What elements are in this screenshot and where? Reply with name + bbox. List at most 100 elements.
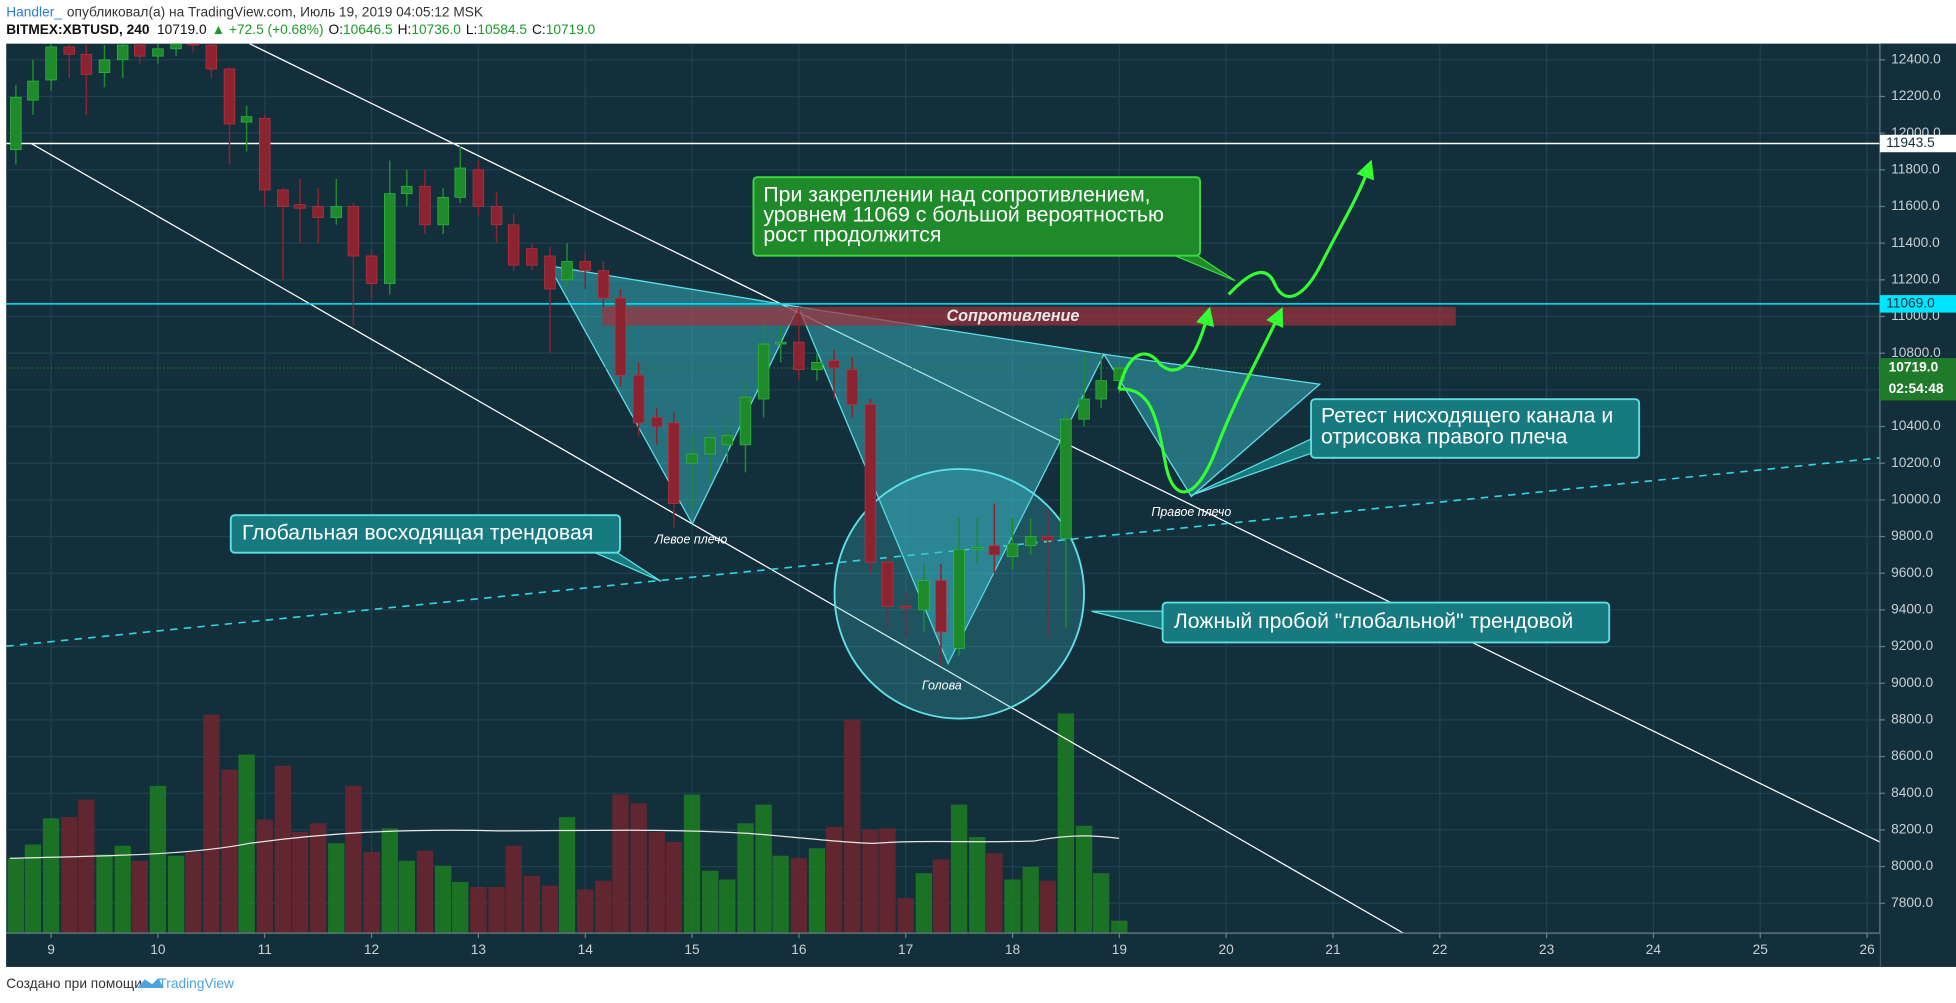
volume-bar xyxy=(969,837,986,934)
candle-body xyxy=(401,185,413,195)
y-tick-label: 9400.0 xyxy=(1891,602,1933,617)
symbol: BITMEX:XBTUSD, 240 xyxy=(6,22,150,37)
y-tick-label: 11400.0 xyxy=(1891,235,1940,250)
x-tick-label: 10 xyxy=(150,942,166,957)
candle-body xyxy=(454,167,466,198)
callout xyxy=(229,514,621,554)
annotations: Сопротивление Левое плечо Голова Правое … xyxy=(229,159,1641,692)
last-price-box xyxy=(1879,358,1956,401)
volume-bar xyxy=(808,848,826,934)
callout xyxy=(1161,601,1611,644)
volume-bar xyxy=(381,828,398,934)
volume-bar xyxy=(256,819,273,934)
y-tick-label: 9200.0 xyxy=(1891,638,1933,653)
volume-bar xyxy=(7,858,25,934)
zone-label: Сопротивление xyxy=(946,307,1079,325)
volume-bar xyxy=(398,860,416,934)
axes: 7800.0 8000.0 8200.0 8400.0 8600.0 8800.0 9000… xyxy=(47,51,1956,957)
volume-bar xyxy=(167,855,185,934)
volume-bar xyxy=(131,860,148,934)
x-tick-label: 21 xyxy=(1325,942,1340,957)
volume-bar xyxy=(986,853,1003,934)
candle-body xyxy=(614,297,627,376)
volume-bar xyxy=(274,765,292,934)
callout-text: Ретест нисходящего канала и xyxy=(1321,404,1613,427)
y-tick-label: 11600.0 xyxy=(1891,198,1940,213)
volume-bar xyxy=(1092,873,1110,934)
ohlc-value: 10646.5 xyxy=(343,22,393,37)
candle-body xyxy=(347,206,360,257)
price-lines xyxy=(6,142,1880,369)
x-tick-label: 12 xyxy=(364,942,379,957)
price-label-box xyxy=(1879,134,1956,153)
candle-body xyxy=(134,44,146,57)
volume-bar xyxy=(630,803,647,934)
scenario-arrow xyxy=(1118,307,1284,494)
candle-body xyxy=(437,196,449,226)
candle-body xyxy=(116,44,129,61)
candle-body xyxy=(864,404,877,563)
candle-body xyxy=(668,422,680,504)
volume-bar xyxy=(541,885,559,934)
candle-body xyxy=(507,224,520,266)
x-tick-label: 25 xyxy=(1753,942,1769,957)
y-tick-label: 10400.0 xyxy=(1891,418,1941,433)
footer-text: Создано при помощи xyxy=(6,976,142,991)
candle-body xyxy=(98,59,111,74)
y-tick-label: 8200.0 xyxy=(1891,822,1933,837)
x-tick-label: 14 xyxy=(578,942,594,957)
volume-bar xyxy=(719,879,736,934)
volume-bar xyxy=(1022,866,1039,934)
candle-body xyxy=(312,206,324,218)
scenario-arrow xyxy=(1227,159,1375,299)
pattern-label: Голова xyxy=(922,678,962,692)
price-label: 11069.0 xyxy=(1886,295,1935,310)
callout-text: Ложный пробой "глобальной" трендовой xyxy=(1174,610,1573,633)
last-price-label: 10719.0 xyxy=(1889,360,1939,375)
callout xyxy=(752,176,1201,257)
candle-body xyxy=(881,561,894,607)
trend-line xyxy=(6,457,1880,648)
x-tick-label: 19 xyxy=(1112,942,1127,957)
candle-body xyxy=(721,435,734,446)
volume-bar xyxy=(844,719,861,934)
volume-bar xyxy=(772,855,789,934)
x-tick-label: 23 xyxy=(1539,942,1555,957)
volume-bar xyxy=(434,865,452,934)
volume-bar xyxy=(950,804,968,934)
candle-body xyxy=(45,46,57,81)
candle-body xyxy=(490,206,503,226)
header-line-2: BITMEX:XBTUSD, 240 10719.0 ▲ +72.5 (+0.68%… xyxy=(6,22,595,37)
candle-body xyxy=(63,46,75,55)
change: ▲ +72.5 (+0.68%) xyxy=(212,22,324,37)
channel-line xyxy=(30,142,1404,934)
candle-body xyxy=(526,248,538,266)
candle-body xyxy=(704,437,716,455)
candle-body xyxy=(686,453,698,464)
volume-bar xyxy=(577,889,594,934)
footer-brand: TradingView xyxy=(158,976,234,991)
candle-body xyxy=(988,545,1001,556)
candle-body xyxy=(793,341,805,371)
y-tick-label: 8000.0 xyxy=(1891,858,1933,873)
volume-bar xyxy=(221,769,238,934)
price-label: 11943.5 xyxy=(1886,135,1935,150)
volume-ma xyxy=(9,829,1120,859)
volume-bar xyxy=(897,898,914,934)
pattern-label: Левое плечо xyxy=(654,532,728,546)
candle-body xyxy=(259,118,271,191)
last: 10719.0 xyxy=(157,22,207,37)
candle-body xyxy=(632,374,645,424)
candle-body xyxy=(918,580,930,611)
volume-bar xyxy=(24,844,42,934)
volume-bar xyxy=(291,832,309,934)
candle-body xyxy=(80,53,93,75)
volume xyxy=(7,713,1128,934)
y-tick-label: 10800.0 xyxy=(1891,345,1941,360)
candle-body xyxy=(544,255,556,290)
x-tick-label: 16 xyxy=(791,942,807,957)
x-tick-label: 22 xyxy=(1432,942,1447,957)
y-tick-label: 10000.0 xyxy=(1891,491,1941,506)
scenario-arrow xyxy=(1117,306,1215,390)
x-tick-label: 18 xyxy=(1005,942,1021,957)
